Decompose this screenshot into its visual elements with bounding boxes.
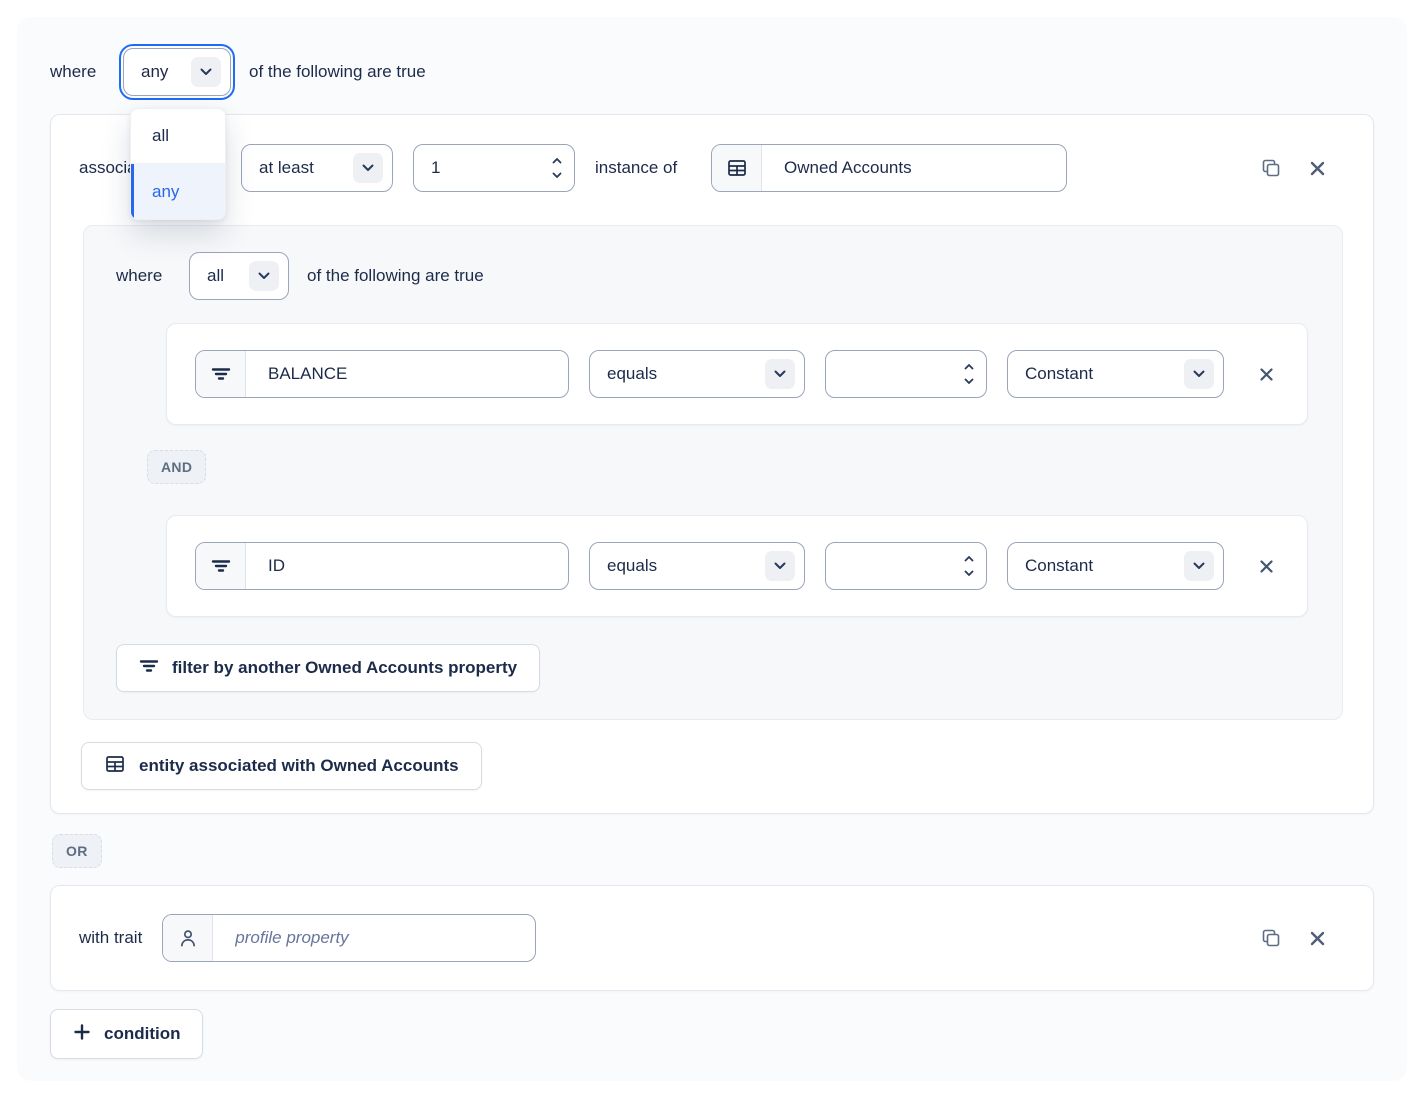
property-input[interactable] xyxy=(246,556,568,576)
value-input[interactable] xyxy=(843,364,946,384)
property-field xyxy=(195,350,569,398)
instance-count-input[interactable] xyxy=(431,158,534,178)
remove-condition-button[interactable] xyxy=(1308,929,1327,948)
operator-select[interactable]: equals xyxy=(589,542,805,590)
with-trait-label: with trait xyxy=(79,928,143,947)
close-icon xyxy=(1260,367,1273,381)
plus-icon xyxy=(73,1023,91,1046)
and-badge: AND xyxy=(147,450,207,484)
root-where-row: where any all any of the following are t… xyxy=(50,44,1374,220)
person-icon xyxy=(163,915,214,961)
remove-condition-button[interactable] xyxy=(1308,159,1327,178)
remove-filter-button[interactable] xyxy=(1258,558,1275,575)
add-filter-button[interactable]: filter by another Owned Accounts propert… xyxy=(116,644,541,692)
combinator-dropdown-menu: all any xyxy=(130,108,226,220)
chevron-down-icon xyxy=(1184,551,1214,581)
add-condition-label: condition xyxy=(104,1024,181,1043)
entity-picker[interactable]: Owned Accounts xyxy=(711,144,1067,192)
entity-condition-group: associated with at least instance of xyxy=(50,114,1374,814)
trait-property-field xyxy=(162,914,537,962)
chevron-down-icon xyxy=(191,57,221,87)
copy-button[interactable] xyxy=(1259,927,1282,950)
chevron-down-icon xyxy=(353,153,383,183)
audience-condition-builder: where any all any of the following are t… xyxy=(17,17,1407,1081)
where-label: where xyxy=(50,62,97,81)
entity-quantifier-row: associated with at least instance of xyxy=(79,144,1345,192)
table-icon xyxy=(712,145,762,191)
stepper-arrows-icon[interactable] xyxy=(964,364,974,384)
nested-combinator-value: all xyxy=(207,266,225,285)
add-associated-entity-button[interactable]: entity associated with Owned Accounts xyxy=(81,742,482,790)
value-type-value: Constant xyxy=(1025,556,1094,575)
copy-icon xyxy=(1262,929,1280,946)
stepper-arrows-icon[interactable] xyxy=(552,158,562,178)
quantifier-value: at least xyxy=(259,158,314,177)
where-label: where xyxy=(116,266,163,285)
entity-row-actions xyxy=(1259,157,1345,180)
value-stepper xyxy=(825,542,987,590)
remove-filter-button[interactable] xyxy=(1258,366,1275,383)
property-field xyxy=(195,542,569,590)
filter-icon xyxy=(139,658,159,678)
operator-select[interactable]: equals xyxy=(589,350,805,398)
root-combinator-value: any xyxy=(141,62,169,81)
quantifier-select[interactable]: at least xyxy=(241,144,393,192)
nested-filter-group: where all of the following are true xyxy=(83,225,1343,720)
value-stepper xyxy=(825,350,987,398)
add-associated-entity-label: entity associated with Owned Accounts xyxy=(139,756,459,775)
or-badge: OR xyxy=(52,834,102,868)
menu-option-all[interactable]: all xyxy=(131,109,225,164)
chevron-down-icon xyxy=(765,551,795,581)
filter-row-balance: equals Constant xyxy=(166,323,1308,425)
chevron-down-icon xyxy=(765,359,795,389)
value-type-select[interactable]: Constant xyxy=(1007,542,1224,590)
value-type-select[interactable]: Constant xyxy=(1007,350,1224,398)
copy-icon xyxy=(1262,159,1280,176)
instance-count-stepper xyxy=(413,144,575,192)
filter-icon xyxy=(196,543,246,589)
menu-option-any[interactable]: any xyxy=(131,164,225,219)
operator-value: equals xyxy=(607,556,658,575)
filter-row-id: equals Constant xyxy=(166,515,1308,617)
where-suffix-label: of the following are true xyxy=(249,62,426,81)
root-combinator-wrap: any all any xyxy=(119,44,235,220)
entity-picker-value: Owned Accounts xyxy=(784,158,912,177)
filter-icon xyxy=(196,351,246,397)
value-input[interactable] xyxy=(843,556,946,576)
add-condition-button[interactable]: condition xyxy=(50,1009,204,1059)
root-combinator-select[interactable]: any xyxy=(119,44,235,100)
property-input[interactable] xyxy=(246,364,568,384)
stepper-arrows-icon[interactable] xyxy=(964,556,974,576)
copy-button[interactable] xyxy=(1259,157,1282,180)
add-filter-label: filter by another Owned Accounts propert… xyxy=(172,658,518,677)
close-icon xyxy=(1310,161,1325,175)
where-suffix-label: of the following are true xyxy=(307,266,484,285)
nested-combinator-select[interactable]: all xyxy=(189,252,289,300)
table-icon xyxy=(104,753,126,780)
chevron-down-icon xyxy=(249,261,279,291)
trait-condition-group: with trait xyxy=(50,885,1374,991)
value-type-value: Constant xyxy=(1025,364,1094,383)
trait-row-actions xyxy=(1259,927,1345,950)
chevron-down-icon xyxy=(1184,359,1214,389)
operator-value: equals xyxy=(607,364,658,383)
nested-where-row: where all of the following are true xyxy=(116,252,1310,300)
close-icon xyxy=(1310,931,1325,945)
instance-of-label: instance of xyxy=(595,158,678,177)
trait-property-input[interactable] xyxy=(213,928,536,948)
close-icon xyxy=(1260,559,1273,573)
